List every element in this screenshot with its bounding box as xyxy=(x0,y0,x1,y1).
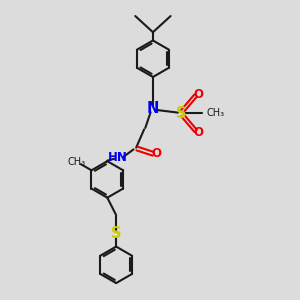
Text: HN: HN xyxy=(108,151,127,164)
Text: O: O xyxy=(193,88,203,101)
Text: N: N xyxy=(147,101,159,116)
Text: O: O xyxy=(152,147,162,160)
Text: S: S xyxy=(111,226,122,242)
Text: CH₃: CH₃ xyxy=(206,108,225,118)
Text: S: S xyxy=(176,106,186,121)
Text: CH₃: CH₃ xyxy=(67,157,86,167)
Text: O: O xyxy=(193,125,203,139)
